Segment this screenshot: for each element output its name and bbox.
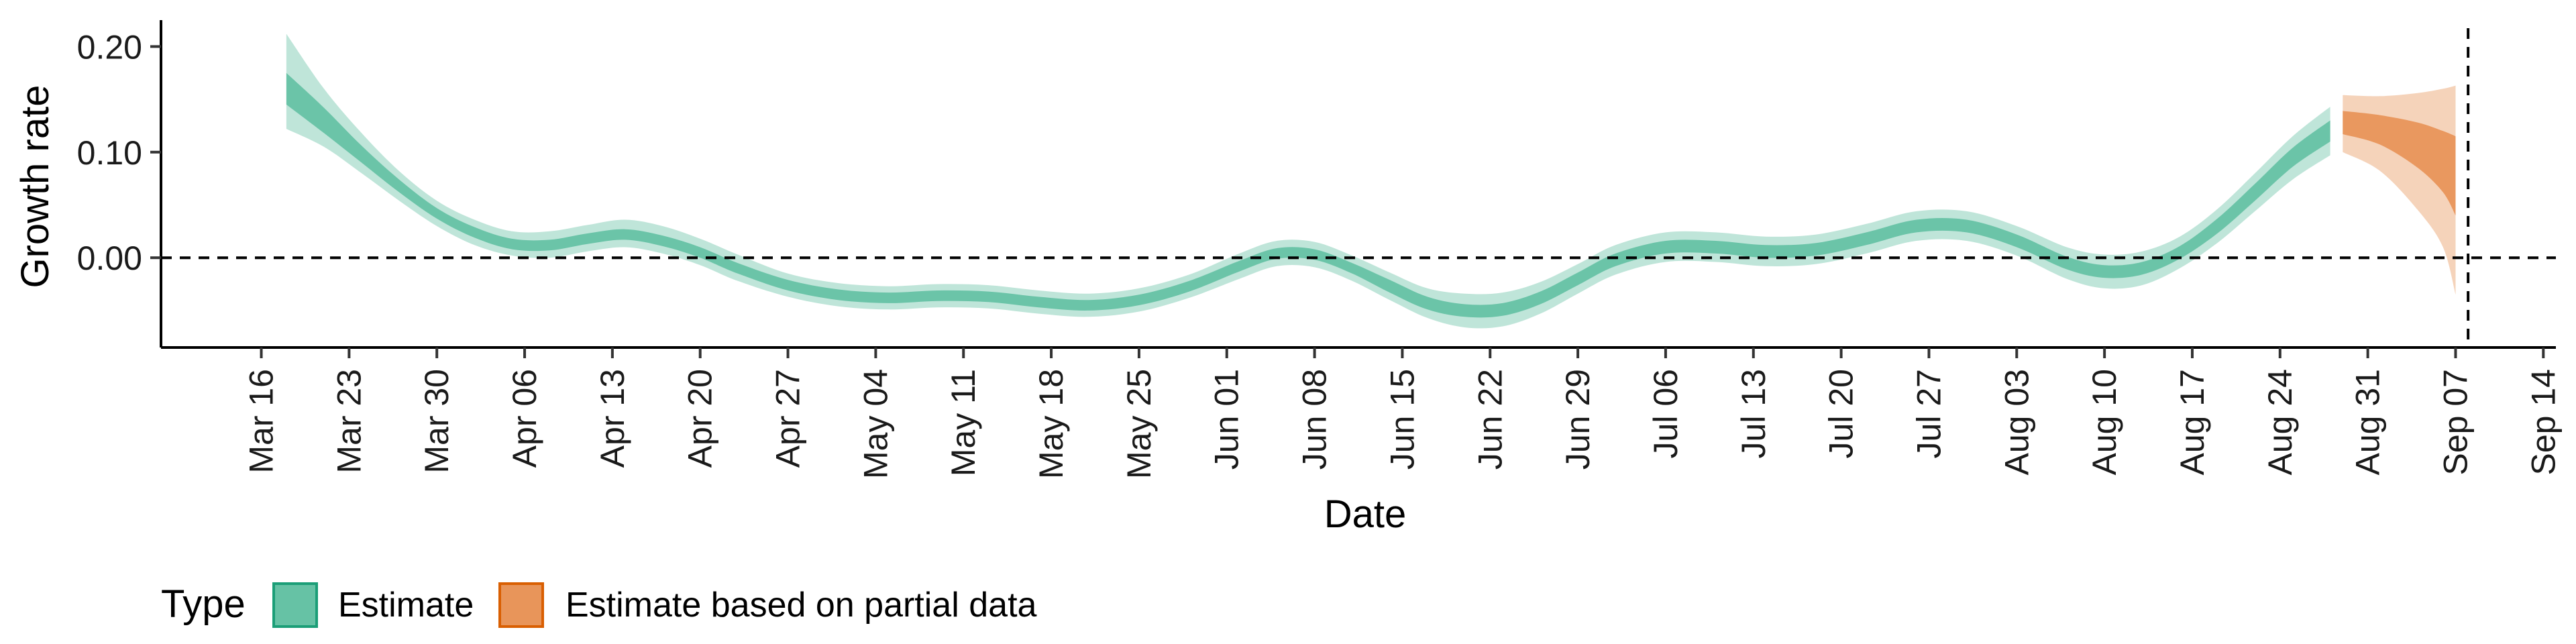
x-axis-ticks: Mar 16 Mar 23 Mar 30 Apr 06 Apr 13 Apr 20 Apr … [243,347,2562,479]
y-axis-ticks: 0.00 0.10 0.20 [77,28,161,277]
x-tick-label: Jul 27 [1910,369,1947,458]
legend-title: Type [161,582,246,626]
x-tick-label: Jun 29 [1559,369,1597,470]
x-tick-label: Jun 22 [1471,369,1509,470]
x-tick-label: Aug 03 [1998,369,2035,475]
y-tick-label: 0.00 [77,239,142,277]
y-axis-title: Growth rate [13,85,57,288]
x-tick-label: Aug 24 [2261,369,2299,475]
x-tick-label: Jun 08 [1296,369,1334,470]
x-tick-label: Apr 20 [682,369,719,468]
x-tick-label: May 04 [857,369,894,479]
x-tick-label: Aug 17 [2174,369,2211,475]
reference-lines [161,28,2556,347]
x-axis-title: Date [1324,492,1407,536]
x-tick-label: Jul 13 [1735,369,1772,458]
x-tick-label: Apr 13 [594,369,631,468]
legend-label-partial: Estimate based on partial data [566,586,1037,625]
x-tick-label: Mar 16 [243,369,280,474]
x-tick-label: Mar 30 [418,369,455,474]
y-tick-label: 0.20 [77,28,142,66]
x-tick-label: Mar 23 [330,369,368,474]
estimate-band-90 [286,34,2330,329]
axes [160,20,2556,349]
legend-key-partial [498,582,544,628]
x-tick-label: Apr 06 [506,369,543,468]
x-tick-label: Jul 20 [1823,369,1860,458]
legend-key-estimate [272,582,318,628]
y-tick-label: 0.10 [77,134,142,172]
x-tick-label: May 25 [1120,369,1158,479]
x-tick-label: Aug 10 [2086,369,2123,475]
x-tick-label: May 18 [1032,369,1070,479]
x-tick-label: Jun 01 [1208,369,1246,470]
x-tick-label: Sep 07 [2437,369,2475,475]
x-tick-label: Apr 27 [769,369,807,468]
x-tick-label: Jun 15 [1383,369,1421,470]
x-tick-label: Sep 14 [2524,369,2562,475]
estimate-based-on-partial-data-band-50 [2343,111,2456,216]
legend-label-estimate: Estimate [338,586,474,625]
x-tick-label: May 11 [945,369,982,476]
x-tick-label: Jul 06 [1647,369,1684,458]
x-tick-label: Aug 31 [2349,369,2387,475]
estimate-band-50 [286,72,2330,318]
estimate-bands [286,34,2456,329]
legend: Type Estimate Estimate based on partial … [161,582,1037,628]
